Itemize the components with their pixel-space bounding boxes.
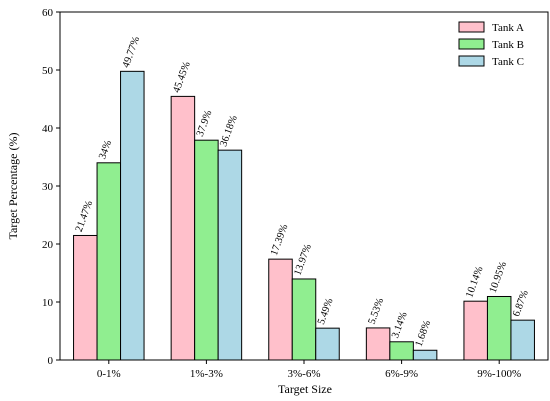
bar-tank-b-0 [96, 162, 122, 361]
x-axis-label: Target Size [278, 382, 332, 396]
y-tick-label: 50 [42, 65, 54, 77]
y-axis-label: Target Percentage (%) [6, 133, 20, 240]
data-label: 21.47% [74, 199, 95, 233]
legend-swatch [458, 55, 485, 67]
data-label: 17.39% [269, 223, 290, 257]
legend-label: Tank C [492, 56, 524, 68]
y-tick-label: 10 [42, 297, 54, 309]
legend-swatch [458, 21, 485, 33]
bar-tank-b-3 [389, 341, 414, 361]
y-tick-label: 30 [42, 181, 54, 193]
bar-tank-a-3 [365, 327, 391, 361]
data-label: 36.18% [218, 114, 239, 148]
data-label: 10.95% [488, 260, 509, 294]
y-tick-label: 20 [42, 239, 54, 251]
data-label: 5.49% [316, 297, 336, 326]
x-tick-label: 3%-6% [288, 368, 321, 380]
bar-tank-a-0 [73, 234, 98, 361]
bar-tank-c-0 [120, 70, 145, 361]
bar-tank-a-1 [170, 95, 196, 361]
y-tick-label: 40 [42, 123, 54, 135]
x-tick-label: 9%-100% [477, 368, 521, 380]
bar-tank-b-2 [291, 278, 317, 361]
data-label: 10.14% [464, 265, 485, 299]
bar-tank-c-3 [412, 349, 438, 361]
axes-layer: 0 10 20 30 40 50 60 0-1% 1%-3% 3%-6% 6%-9% 9%-100% [42, 7, 549, 380]
data-label: 3.14% [390, 310, 410, 339]
legend-label: Tank B [492, 39, 524, 51]
bar-tank-a-4 [463, 300, 488, 361]
data-label: 37.9% [195, 109, 215, 138]
legend: Tank A Tank B Tank C [458, 21, 524, 68]
data-label: 34% [97, 139, 114, 161]
data-label: 13.97% [292, 243, 313, 277]
x-tick-label: 6%-9% [385, 368, 418, 380]
bar-tank-c-1 [217, 149, 243, 361]
legend-label: Tank A [492, 22, 524, 34]
data-label: 45.45% [171, 60, 192, 94]
bar-tank-c-2 [315, 327, 340, 361]
bar-tank-a-2 [268, 258, 293, 361]
data-label: 1.68% [414, 319, 434, 348]
bars-layer [73, 70, 535, 361]
bar-tank-b-4 [486, 295, 512, 361]
data-label: 5.53% [367, 296, 387, 325]
x-tick-label: 1%-3% [190, 368, 223, 380]
bar-tank-c-4 [510, 319, 535, 361]
bar-tank-b-1 [194, 139, 219, 361]
legend-swatch [458, 38, 485, 50]
y-tick-label: 60 [42, 7, 54, 19]
x-tick-label: 0-1% [97, 368, 121, 380]
y-tick-label: 0 [48, 355, 54, 367]
data-label: 6.87% [511, 289, 531, 318]
data-label: 49.77% [121, 35, 142, 69]
